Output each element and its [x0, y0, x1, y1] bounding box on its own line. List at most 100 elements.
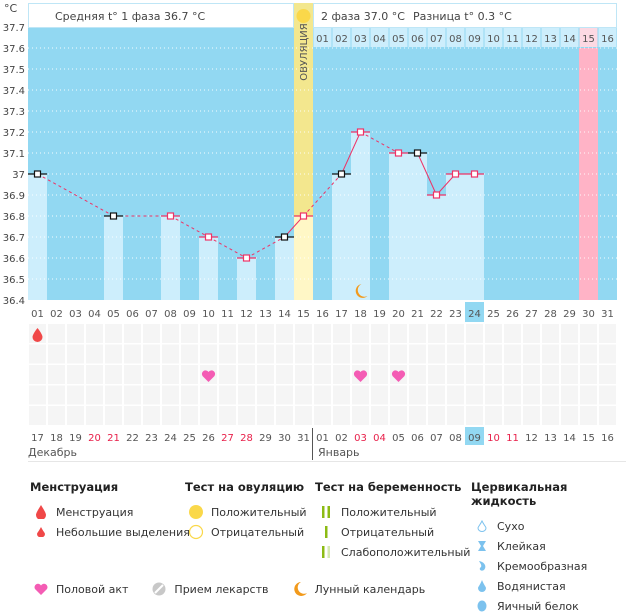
phase2-day-cell: [522, 28, 541, 47]
event-grid-cell: [219, 344, 236, 364]
event-grid-cell: [504, 365, 521, 384]
calendar-date: 20: [88, 433, 101, 444]
event-grid-cell: [48, 324, 65, 343]
calendar-date: 24: [164, 433, 177, 444]
one-line-icon: [315, 525, 337, 539]
calendar-date: 05: [392, 433, 405, 444]
event-grid-cell: [485, 344, 502, 364]
phase2-day-label: 02: [335, 34, 348, 45]
event-grid-cell: [333, 406, 350, 425]
temperature-point: [280, 233, 289, 241]
negative-circle-icon: [185, 524, 207, 540]
event-grid-cell: [580, 406, 597, 425]
temperature-line-segment: [246, 236, 285, 259]
faint-lines-icon: [315, 545, 337, 559]
event-grid-cell: [295, 324, 312, 343]
calendar-date: 26: [202, 433, 215, 444]
cycle-day-label: 04: [88, 309, 101, 320]
event-grid-cell: [124, 406, 141, 425]
phase2-day-cell: [598, 28, 617, 47]
temperature-bar: [446, 174, 465, 300]
event-grid-cell: [447, 344, 464, 364]
event-grid-cell: [580, 365, 597, 384]
legend-item: Отрицательный: [185, 522, 307, 542]
event-grid-cell: [105, 385, 122, 405]
calendar-date: 01: [316, 433, 329, 444]
cycle-day-label: 19: [373, 309, 386, 320]
event-grid-cell: [523, 385, 540, 405]
phase2-day-label: 13: [544, 34, 557, 45]
y-tick-label: 36.7: [3, 233, 25, 244]
cycle-day-label: 20: [392, 309, 405, 320]
event-grid-cell: [485, 406, 502, 425]
legend-other: Половой акт Прием лекарств Лунный календ…: [30, 579, 425, 599]
cycle-day-label: 06: [126, 309, 139, 320]
event-grid-cell: [466, 385, 483, 405]
event-grid-cell: [238, 324, 255, 343]
phase1-average: Средняя t° 1 фаза 36.7 °C: [55, 10, 205, 23]
legend-item: Небольшие выделения: [30, 522, 190, 542]
calendar-date: 17: [31, 433, 44, 444]
calendar-date: 30: [278, 433, 291, 444]
y-tick-label: 37.1: [3, 149, 25, 160]
legend-label: Прием лекарств: [174, 582, 269, 596]
temperature-bar: [28, 174, 47, 300]
event-grid-cell: [181, 324, 198, 343]
phase2-day-label: 05: [392, 34, 405, 45]
cycle-day-label: 11: [221, 309, 234, 320]
event-grid-cell: [219, 406, 236, 425]
event-grid-cell: [257, 344, 274, 364]
event-grid-cell: [504, 406, 521, 425]
unit-label: °C: [4, 2, 18, 15]
event-grid-cell: [238, 406, 255, 425]
cycle-day-label: 12: [240, 309, 253, 320]
event-grid-cell: [561, 385, 578, 405]
event-grid-cell: [276, 385, 293, 405]
event-grid-cell: [409, 385, 426, 405]
event-grid-cell: [105, 406, 122, 425]
calendar-date: 06: [411, 433, 424, 444]
legend-item: Кремообразная: [471, 556, 626, 576]
event-grid-cell: [295, 365, 312, 384]
event-grid-cell: [428, 365, 445, 384]
y-tick-label: 37.3: [3, 107, 25, 118]
event-grid-cell: [352, 406, 369, 425]
event-grid-cell: [67, 324, 84, 343]
temperature-point: [432, 191, 441, 199]
cycle-day-label: 30: [582, 309, 595, 320]
calendar-date: 14: [563, 433, 576, 444]
event-grid-cell: [143, 365, 160, 384]
y-tick-label: 36.6: [3, 254, 25, 265]
event-grid-cell: [580, 385, 597, 405]
moon-icon: [355, 284, 368, 298]
event-grid-cell: [29, 406, 46, 425]
cycle-day-label: 28: [544, 309, 557, 320]
event-grid-cell: [371, 344, 388, 364]
moon-icon: [289, 582, 311, 596]
y-tick-label: 37.7: [3, 23, 25, 34]
event-grid-cell: [86, 385, 103, 405]
temperature-bar: [275, 237, 294, 300]
event-grid-cell: [542, 324, 559, 343]
calendar-date: 07: [430, 433, 443, 444]
today-date-highlight: [465, 427, 484, 445]
y-tick-label: 36.9: [3, 191, 25, 202]
event-grid-cell: [447, 365, 464, 384]
calendar-date: 11: [506, 433, 519, 444]
temperature-point: [109, 212, 118, 220]
legend-title: Тест на овуляцию: [185, 480, 305, 494]
event-grid-cell: [466, 406, 483, 425]
phase2-day-label: 15: [582, 34, 595, 45]
y-tick-label: 36.4: [3, 296, 25, 307]
pill-icon: [148, 582, 170, 596]
event-grid-cell: [162, 344, 179, 364]
legend-menstruation: Менструация Менструация Небольшие выделе…: [30, 480, 190, 542]
phase2-day-label: 07: [430, 34, 443, 45]
event-grid-cell: [447, 385, 464, 405]
phase2-day-cell: [541, 28, 560, 47]
temperature-bar: [465, 174, 484, 300]
event-grid-cell: [181, 406, 198, 425]
event-grid-cell: [409, 324, 426, 343]
legend-pregnancy-test: Тест на беременность Положительный Отриц…: [315, 480, 470, 562]
cycle-day-label: 05: [107, 309, 120, 320]
